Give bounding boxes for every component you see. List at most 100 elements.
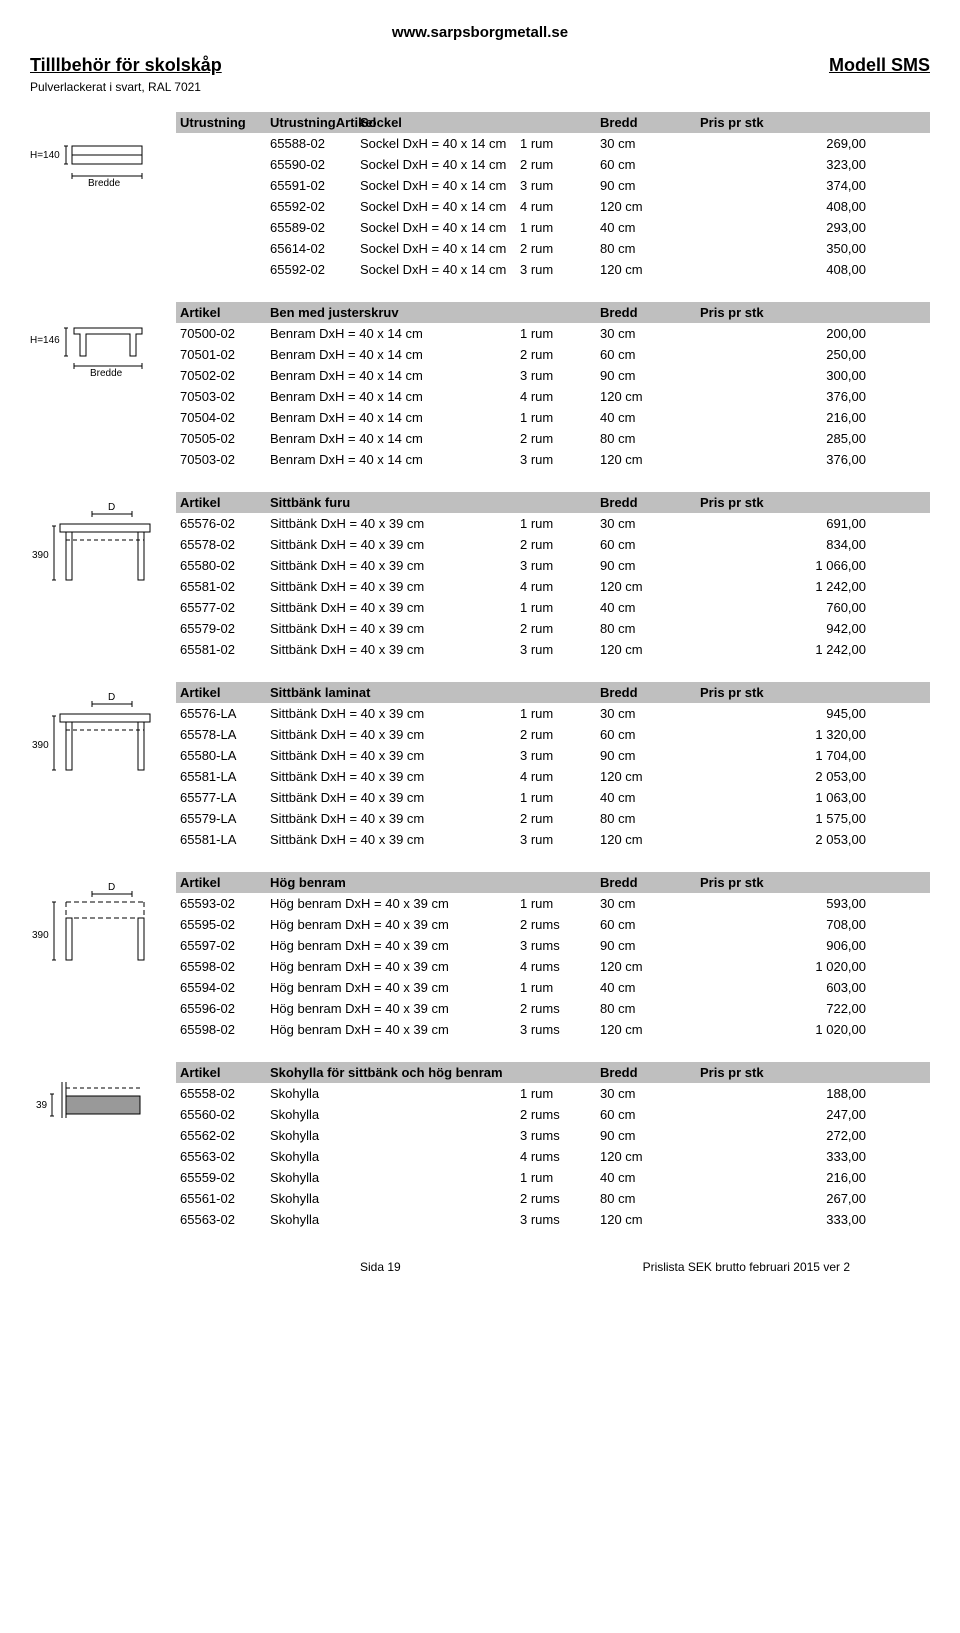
cell-bredd: 120 cm <box>600 579 700 594</box>
cell-desc: Hög benram DxH = 40 x 39 cm <box>270 917 520 932</box>
table-row: 65580-02 Sittbänk DxH = 40 x 39 cm 3 rum… <box>176 555 930 576</box>
cell-bredd: 60 cm <box>600 157 700 172</box>
page-title: Tilllbehör för skolskåp <box>30 55 222 76</box>
cell-desc: Benram DxH = 40 x 14 cm <box>270 368 520 383</box>
cell-price: 722,00 <box>700 1001 926 1016</box>
table-header: Artikel Ben med justerskruv Bredd Pris p… <box>176 302 930 323</box>
table-row: 65558-02 Skohylla 1 rum 30 cm 188,00 <box>176 1083 930 1104</box>
cell-bredd: 120 cm <box>600 262 700 277</box>
cell-desc: Hög benram DxH = 40 x 39 cm <box>270 1022 520 1037</box>
cell-bredd: 90 cm <box>600 178 700 193</box>
cell-bredd: 90 cm <box>600 558 700 573</box>
cell-rum: 1 rum <box>520 790 600 805</box>
table-row: 65579-02 Sittbänk DxH = 40 x 39 cm 2 rum… <box>176 618 930 639</box>
cell-price: 691,00 <box>700 516 926 531</box>
cell-artikel: 65598-02 <box>180 1022 270 1037</box>
cell-bredd: 120 cm <box>600 199 700 214</box>
cell-artikel: 65593-02 <box>180 896 270 911</box>
table-row: 65595-02 Hög benram DxH = 40 x 39 cm 2 r… <box>176 914 930 935</box>
table-row: 65592-02 Sockel DxH = 40 x 14 cm 3 rum 1… <box>176 259 930 280</box>
table-row: 65598-02 Hög benram DxH = 40 x 39 cm 3 r… <box>176 1019 930 1040</box>
cell-desc: Skohylla <box>270 1128 520 1143</box>
cell-price: 216,00 <box>700 1170 926 1185</box>
table: Artikel Hög benram Bredd Pris pr stk 655… <box>176 872 930 1040</box>
table-row: 65591-02 Sockel DxH = 40 x 14 cm 3 rum 9… <box>176 175 930 196</box>
cell-price: 1 320,00 <box>700 727 926 742</box>
cell-bredd: 40 cm <box>600 600 700 615</box>
cell-rum: 2 rum <box>520 347 600 362</box>
cell-bredd: 80 cm <box>600 621 700 636</box>
cell-price: 2 053,00 <box>700 832 926 847</box>
cell-bredd: 120 cm <box>600 1149 700 1164</box>
cell-artikel: 65581-LA <box>180 832 270 847</box>
cell-bredd: 60 cm <box>600 1107 700 1122</box>
cell-artikel: 65579-LA <box>180 811 270 826</box>
cell-price: 247,00 <box>700 1107 926 1122</box>
section-sittbank: D 390 Artikel Sittbänk furu Bredd Pris p… <box>30 492 930 660</box>
diagram-benram: H=146 Bredde <box>30 308 160 388</box>
cell-artikel: 65580-02 <box>180 558 270 573</box>
cell-desc: Skohylla <box>270 1212 520 1227</box>
cell-artikel: 65597-02 <box>180 938 270 953</box>
cell-rum: 2 rum <box>520 727 600 742</box>
cell-desc: Sittbänk DxH = 40 x 39 cm <box>270 790 520 805</box>
cell-bredd: 90 cm <box>600 938 700 953</box>
diagram-sittbank: D 390 <box>30 498 160 593</box>
cell-bredd: 120 cm <box>600 1022 700 1037</box>
cell-artikel: 70504-02 <box>180 410 270 425</box>
cell-rum: 2 rum <box>520 157 600 172</box>
cell-artikel: 65596-02 <box>180 1001 270 1016</box>
cell-rum: 4 rum <box>520 389 600 404</box>
cell-artikel: 65590-02 <box>270 157 360 172</box>
cell-rum: 3 rums <box>520 1128 600 1143</box>
cell-price: 408,00 <box>700 262 926 277</box>
table: Artikel Skohylla för sittbänk och hög be… <box>176 1062 930 1230</box>
cell-price: 333,00 <box>700 1212 926 1227</box>
section-sockel: H=140 Bredde Utrustning Artikel Sockel B… <box>30 112 930 280</box>
col-bredd: Bredd <box>600 305 700 320</box>
col-bredd: Bredd <box>600 495 700 510</box>
col-artikel: Artikel <box>180 495 270 510</box>
table-row: 65581-02 Sittbänk DxH = 40 x 39 cm 3 rum… <box>176 639 930 660</box>
table-row: 70504-02 Benram DxH = 40 x 14 cm 1 rum 4… <box>176 407 930 428</box>
table-row: 65596-02 Hög benram DxH = 40 x 39 cm 2 r… <box>176 998 930 1019</box>
cell-rum: 1 rum <box>520 600 600 615</box>
cell-bredd: 80 cm <box>600 431 700 446</box>
cell-artikel: 65595-02 <box>180 917 270 932</box>
cell-bredd: 120 cm <box>600 1212 700 1227</box>
cell-desc: Sittbänk DxH = 40 x 39 cm <box>270 537 520 552</box>
cell-bredd: 80 cm <box>600 241 700 256</box>
cell-desc: Sittbänk DxH = 40 x 39 cm <box>270 811 520 826</box>
table-row: 65578-LA Sittbänk DxH = 40 x 39 cm 2 rum… <box>176 724 930 745</box>
cell-desc: Benram DxH = 40 x 14 cm <box>270 431 520 446</box>
table-row: 65594-02 Hög benram DxH = 40 x 39 cm 1 r… <box>176 977 930 998</box>
cell-price: 350,00 <box>700 241 926 256</box>
col-desc: Hög benram <box>270 875 520 890</box>
svg-text:Bredde: Bredde <box>90 368 123 379</box>
cell-price: 603,00 <box>700 980 926 995</box>
cell-desc: Skohylla <box>270 1149 520 1164</box>
svg-text:Bredde: Bredde <box>88 178 121 188</box>
cell-bredd: 30 cm <box>600 706 700 721</box>
cell-price: 323,00 <box>700 157 926 172</box>
cell-desc: Sittbänk DxH = 40 x 39 cm <box>270 769 520 784</box>
cell-price: 942,00 <box>700 621 926 636</box>
cell-price: 760,00 <box>700 600 926 615</box>
cell-artikel: 65589-02 <box>270 220 360 235</box>
table-row: 65577-02 Sittbänk DxH = 40 x 39 cm 1 rum… <box>176 597 930 618</box>
cell-rum: 2 rum <box>520 811 600 826</box>
cell-bredd: 60 cm <box>600 727 700 742</box>
cell-rum: 1 rum <box>520 136 600 151</box>
table-row: 65581-02 Sittbänk DxH = 40 x 39 cm 4 rum… <box>176 576 930 597</box>
svg-text:D: D <box>108 692 115 703</box>
cell-desc: Sittbänk DxH = 40 x 39 cm <box>270 706 520 721</box>
cell-bredd: 40 cm <box>600 790 700 805</box>
cell-desc: Benram DxH = 40 x 14 cm <box>270 452 520 467</box>
cell-bredd: 80 cm <box>600 1191 700 1206</box>
svg-text:390: 390 <box>32 740 49 751</box>
cell-desc: Hög benram DxH = 40 x 39 cm <box>270 959 520 974</box>
cell-desc: Sittbänk DxH = 40 x 39 cm <box>270 642 520 657</box>
cell-artikel: 70505-02 <box>180 431 270 446</box>
cell-rum: 1 rum <box>520 326 600 341</box>
diagram-sittbank: D 390 <box>30 688 160 783</box>
